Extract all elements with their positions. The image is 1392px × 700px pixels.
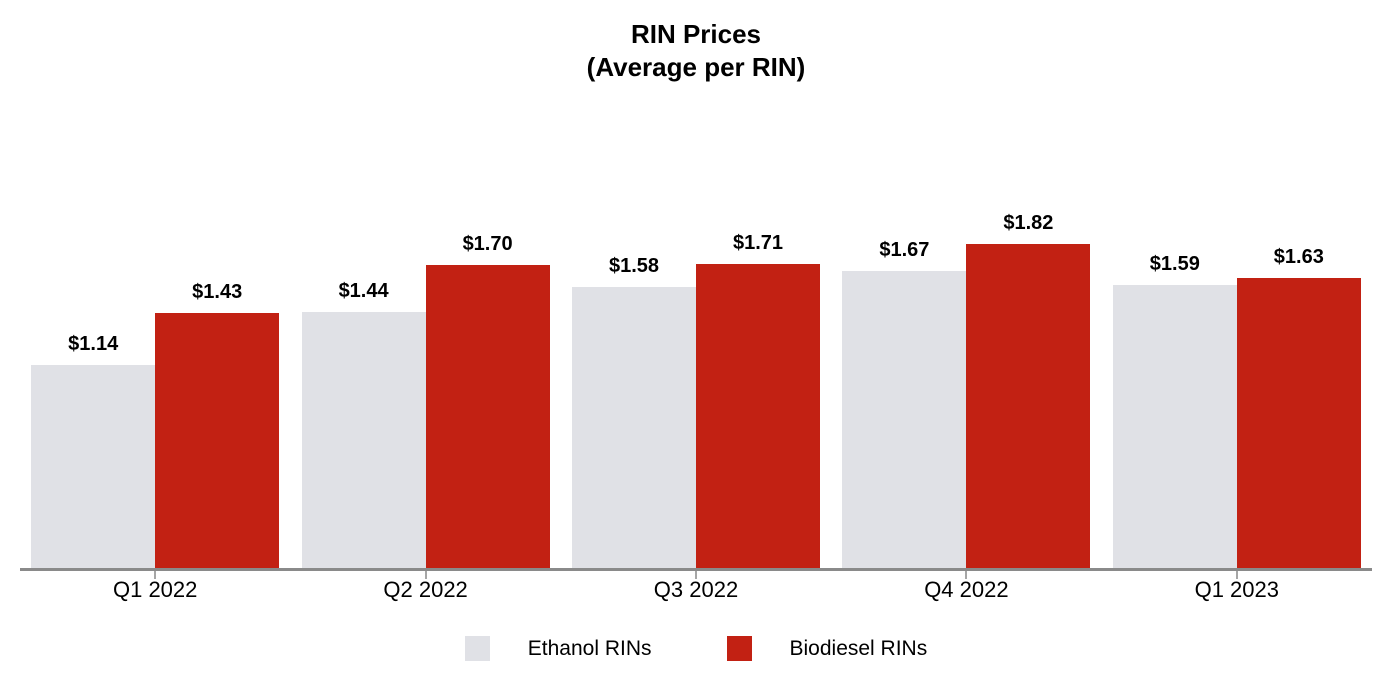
legend-label-biodiesel: Biodiesel RINs xyxy=(789,636,928,660)
value-label-biodiesel-rins-q3-2022: $1.71 xyxy=(732,231,784,254)
value-label-ethanol-rins-q1-2023: $1.59 xyxy=(1149,252,1200,275)
x-axis-label-q1-2022: Q1 2022 xyxy=(112,577,198,602)
ethanol-swatch-icon xyxy=(464,636,490,661)
value-label-ethanol-rins-q2-2022: $1.44 xyxy=(338,279,389,302)
x-axis-label-q2-2022: Q2 2022 xyxy=(383,577,468,602)
value-label-biodiesel-rins-q1-2023: $1.63 xyxy=(1273,245,1324,268)
value-label-ethanol-rins-q3-2022: $1.58 xyxy=(608,254,660,277)
legend-label-ethanol: Ethanol RINs xyxy=(527,636,652,660)
bar-ethanol-rins-q1-2023 xyxy=(1112,284,1237,568)
x-axis-label-q1-2023: Q1 2023 xyxy=(1194,577,1279,602)
bar-ethanol-rins-q4-2022 xyxy=(842,270,967,568)
x-tick-q3-2022 xyxy=(695,571,697,579)
chart-title-block: RIN Prices (Average per RIN) xyxy=(0,18,1392,84)
value-label-ethanol-rins-q4-2022: $1.67 xyxy=(879,238,930,261)
legend: Ethanol RINs Biodiesel RINs xyxy=(0,636,1392,661)
bar-biodiesel-rins-q4-2022 xyxy=(966,243,1091,568)
legend-item-ethanol: Ethanol RINs xyxy=(464,636,652,661)
chart-title: RIN Prices xyxy=(630,19,762,49)
value-label-biodiesel-rins-q1-2022: $1.43 xyxy=(192,281,243,304)
bar-biodiesel-rins-q3-2022 xyxy=(696,263,820,568)
biodiesel-swatch-icon xyxy=(726,636,752,661)
bar-biodiesel-rins-q2-2022 xyxy=(425,265,550,568)
x-tick-q1-2022 xyxy=(154,571,157,579)
bar-biodiesel-rins-q1-2023 xyxy=(1236,277,1361,568)
value-label-biodiesel-rins-q4-2022: $1.82 xyxy=(1003,211,1054,234)
value-label-ethanol-rins-q1-2022: $1.14 xyxy=(68,333,119,356)
legend-item-biodiesel: Biodiesel RINs xyxy=(726,636,928,661)
bar-ethanol-rins-q3-2022 xyxy=(572,286,696,568)
bar-ethanol-rins-q2-2022 xyxy=(301,311,426,568)
x-axis-label-q4-2022: Q4 2022 xyxy=(924,577,1009,602)
chart-subtitle: (Average per RIN) xyxy=(586,52,806,82)
x-tick-q1-2023 xyxy=(1235,571,1238,579)
x-tick-q2-2022 xyxy=(424,571,427,579)
bar-biodiesel-rins-q1-2022 xyxy=(155,313,280,568)
value-label-biodiesel-rins-q2-2022: $1.70 xyxy=(462,233,513,256)
x-tick-q4-2022 xyxy=(965,571,968,579)
x-axis-label-q3-2022: Q3 2022 xyxy=(653,577,739,602)
plot-area: $1.14 $1.43 $1.44 $1.70 $1.58 $1.71 $1.67 $1.82… xyxy=(20,187,1372,568)
x-axis-line xyxy=(20,568,1372,571)
bar-ethanol-rins-q1-2022 xyxy=(31,365,156,568)
